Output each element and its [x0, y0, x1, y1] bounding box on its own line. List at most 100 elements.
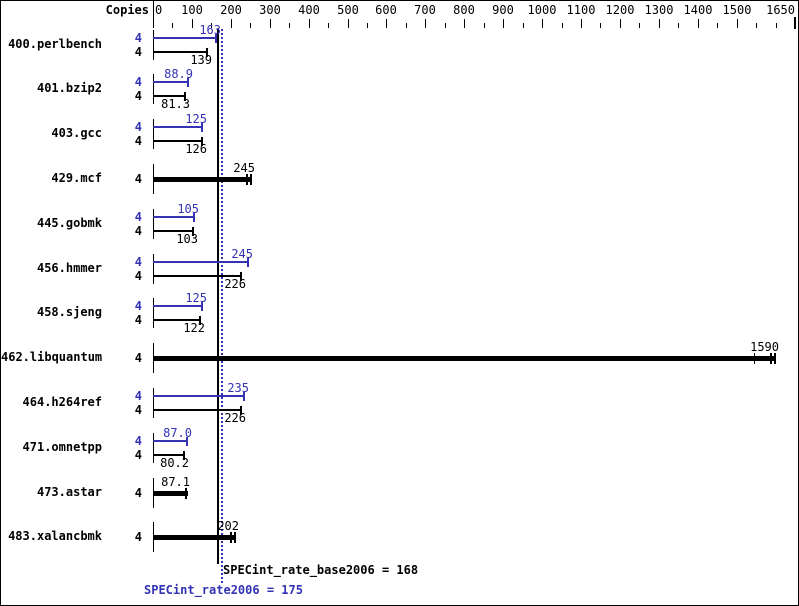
axis-major-tick — [348, 19, 349, 28]
benchmark-label: 464.h264ref — [22, 395, 102, 409]
single-bar-endcap — [250, 174, 252, 185]
group-axis-segment — [153, 74, 154, 104]
axis-minor-tick — [289, 23, 290, 28]
copies-label: 4 — [134, 210, 142, 224]
base-value-label: 122 — [183, 321, 205, 335]
base-bar-endcap — [199, 316, 201, 325]
peak-bar — [153, 440, 187, 442]
benchmark-label: 458.sjeng — [36, 305, 102, 319]
axis-tick-label: 1300 — [644, 3, 674, 17]
group-axis-segment — [153, 30, 154, 60]
axis-major-tick — [464, 19, 465, 28]
single-bar-endcap — [230, 532, 232, 543]
copies-label: 4 — [134, 172, 142, 186]
peak-bar-endcap — [187, 78, 189, 87]
base-bar — [153, 275, 241, 277]
copies-label: 4 — [134, 299, 142, 313]
run-tick — [754, 353, 755, 364]
base-bar — [153, 454, 184, 456]
base-value-label: 226 — [224, 277, 246, 291]
single-value-label: 87.1 — [161, 475, 190, 489]
benchmark-label: 456.hmmer — [36, 261, 102, 275]
axis-major-tick — [659, 19, 660, 28]
peak-bar-endcap — [215, 34, 217, 43]
group-axis-segment — [153, 298, 154, 328]
base-rate-summary: SPECint_rate_base2006 = 168 — [223, 563, 419, 577]
base-value-label: 80.2 — [160, 456, 189, 470]
benchmark-label: 403.gcc — [51, 126, 102, 140]
base-reference-line — [217, 29, 219, 564]
axis-minor-tick — [600, 23, 601, 28]
base-bar-endcap — [184, 92, 186, 101]
group-axis-segment — [153, 388, 154, 418]
peak-bar — [153, 126, 202, 128]
single-value-label: 1590 — [750, 340, 779, 354]
axis-tick-label: 1500 — [722, 3, 752, 17]
single-value-label: 245 — [233, 161, 255, 175]
single-bar-endcap — [234, 532, 236, 543]
axis-minor-tick — [406, 23, 407, 28]
axis-minor-tick — [172, 23, 173, 28]
peak-value-label: 87.0 — [163, 426, 192, 440]
base-value-label: 81.3 — [161, 97, 190, 111]
axis-major-tick — [737, 19, 738, 28]
copies-label: 4 — [134, 313, 142, 327]
base-bar-endcap — [183, 451, 185, 460]
benchmark-label: 471.omnetpp — [22, 440, 102, 454]
base-bar — [153, 51, 207, 53]
peak-value-label: 88.9 — [164, 67, 193, 81]
base-bar — [153, 140, 202, 142]
benchmark-label: 401.bzip2 — [36, 81, 102, 95]
copies-label: 4 — [134, 530, 142, 544]
peak-reference-line — [221, 29, 223, 584]
single-bar — [153, 177, 252, 182]
peak-bar — [153, 395, 244, 397]
base-bar-endcap — [240, 406, 242, 415]
axis-minor-tick — [776, 23, 777, 28]
axis-tick-label: 1200 — [605, 3, 635, 17]
copies-label: 4 — [134, 31, 142, 45]
copies-label: 4 — [134, 403, 142, 417]
axis-zero-line — [153, 1, 154, 28]
benchmark-label: 429.mcf — [51, 171, 102, 185]
peak-bar-endcap — [193, 213, 195, 222]
axis-tick-label: 0 — [155, 3, 163, 17]
axis-minor-tick — [717, 23, 718, 28]
axis-tick-label: 200 — [220, 3, 242, 17]
benchmark-label: 473.astar — [36, 485, 102, 499]
axis-minor-tick — [211, 23, 212, 28]
single-value-label: 202 — [217, 519, 239, 533]
peak-bar — [153, 81, 188, 83]
base-bar — [153, 95, 185, 97]
peak-value-label: 245 — [231, 247, 253, 261]
copies-label: 4 — [134, 448, 142, 462]
copies-label: 4 — [134, 134, 142, 148]
axis-major-tick — [425, 19, 426, 28]
axis-tick-label: 700 — [414, 3, 436, 17]
copies-label: 4 — [134, 389, 142, 403]
copies-label: 4 — [134, 486, 142, 500]
axis-major-tick — [309, 19, 310, 28]
single-bar-endcap — [774, 353, 776, 364]
base-bar-endcap — [240, 272, 242, 281]
single-bar — [153, 491, 188, 496]
copies-label: 4 — [134, 120, 142, 134]
axis-end-tick — [794, 17, 796, 29]
peak-bar-endcap — [243, 392, 245, 401]
copies-label: 4 — [134, 434, 142, 448]
single-bar-endcap — [246, 174, 248, 185]
axis-tick-label: 800 — [453, 3, 475, 17]
peak-bar-endcap — [201, 302, 203, 311]
group-axis-segment — [153, 119, 154, 149]
axis-major-tick — [503, 19, 504, 28]
axis-minor-tick — [250, 23, 251, 28]
peak-bar — [153, 216, 194, 218]
single-bar-endcap — [185, 488, 187, 499]
axis-major-tick — [270, 19, 271, 28]
axis-tick-label: 100 — [181, 3, 203, 17]
axis-major-tick — [386, 19, 387, 28]
axis-tick-label: 500 — [337, 3, 359, 17]
axis-tick-label: 300 — [259, 3, 281, 17]
peak-rate-summary: SPECint_rate2006 = 175 — [144, 583, 303, 597]
